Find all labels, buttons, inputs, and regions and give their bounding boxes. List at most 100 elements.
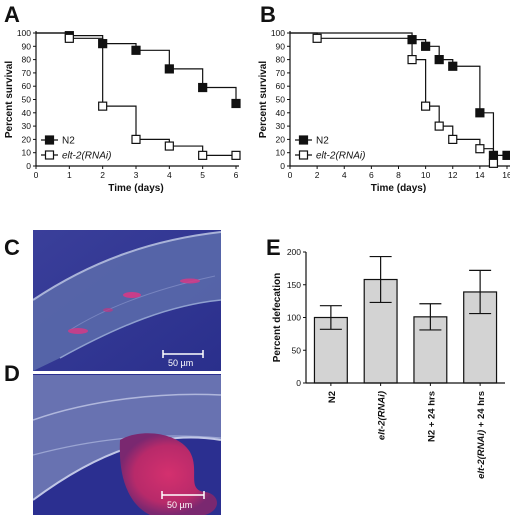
legend-marker	[44, 135, 55, 145]
x-axis-label: Time (days)	[371, 183, 426, 194]
data-point-marker	[502, 150, 510, 160]
defecation-bar-chart: N2 elt-2(RNAi) N2 + 24 hrs elt-2(RNAi) + 24…	[272, 247, 505, 479]
y-tick-label: 0	[26, 161, 31, 171]
x-tick-label: 14	[475, 170, 485, 180]
legend-label: elt-2(RNAi)	[62, 151, 111, 162]
data-point-marker	[164, 64, 174, 74]
data-point-marker	[164, 141, 174, 151]
data-point-marker	[407, 54, 417, 65]
y-tick-label: 150	[287, 280, 301, 290]
y-tick-label: 100	[271, 28, 285, 38]
y-tick-label: 90	[22, 41, 32, 51]
data-point-marker	[131, 134, 141, 144]
x-tick-label: 4	[167, 170, 172, 180]
category-label: N2	[327, 391, 338, 403]
legend-marker	[44, 150, 55, 160]
x-tick-label: 12	[448, 170, 458, 180]
y-tick-label: 30	[22, 121, 32, 131]
y-tick-label: 20	[276, 134, 286, 144]
legend-label: N2	[62, 136, 75, 147]
y-tick-label: 50	[292, 345, 302, 355]
y-tick-label: 0	[296, 378, 301, 388]
survival-chart-b: 0 2 4 6 8 10 12 14 16 0 10 20 30 40 50 60 70 80 90 100 Time …	[258, 28, 510, 194]
panel-label-a: A	[4, 2, 20, 27]
y-tick-label: 50	[276, 95, 286, 105]
scale-bar-label-c: 50 µm	[168, 358, 193, 368]
legend-marker	[298, 135, 309, 145]
legend-marker	[298, 150, 309, 160]
x-tick-label: 0	[288, 170, 293, 180]
y-tick-label: 70	[22, 68, 32, 78]
y-tick-label: 10	[22, 148, 32, 158]
data-point-marker	[434, 54, 444, 65]
data-point-marker	[434, 121, 444, 131]
series-line-n2	[36, 32, 237, 104]
y-tick-label: 50	[22, 95, 32, 105]
data-point-marker	[98, 101, 108, 111]
x-tick-label: 2	[100, 170, 105, 180]
y-tick-label: 70	[276, 68, 286, 78]
category-label: elt-2(RNAi) + 24 hrs	[476, 391, 487, 479]
legend-label: N2	[316, 136, 329, 147]
y-axis-label: Percent survival	[4, 61, 15, 138]
y-tick-label: 40	[22, 108, 32, 118]
y-tick-label: 100	[17, 28, 31, 38]
y-tick-label: 20	[22, 134, 32, 144]
micrograph-c	[33, 230, 221, 371]
y-tick-label: 60	[276, 81, 286, 91]
category-label: elt-2(RNAi)	[377, 391, 388, 440]
x-tick-label: 3	[134, 170, 139, 180]
y-axis-label: Percent defecation	[272, 273, 283, 362]
y-tick-label: 80	[276, 55, 286, 65]
y-tick-label: 100	[287, 313, 301, 323]
data-point-marker	[488, 158, 499, 168]
x-tick-label: 4	[342, 170, 347, 180]
y-tick-label: 60	[22, 81, 32, 91]
data-point-marker	[448, 61, 458, 71]
y-tick-label: 90	[276, 41, 286, 51]
x-tick-label: 5	[200, 170, 205, 180]
y-tick-label: 80	[22, 55, 32, 65]
y-tick-label: 0	[280, 161, 285, 171]
x-tick-label: 2	[315, 170, 320, 180]
data-point-marker	[231, 98, 241, 109]
x-tick-label: 6	[234, 170, 239, 180]
data-point-marker	[475, 108, 485, 118]
data-point-marker	[231, 150, 241, 160]
data-point-marker	[421, 101, 431, 111]
panel-label-b: B	[260, 2, 276, 27]
y-tick-label: 200	[287, 247, 301, 257]
x-tick-label: 8	[396, 170, 401, 180]
y-tick-label: 10	[276, 148, 286, 158]
legend-label: elt-2(RNAi)	[316, 151, 365, 162]
scale-bar-label-d: 50 µm	[167, 500, 192, 510]
x-axis-label: Time (days)	[108, 183, 163, 194]
data-point-marker	[448, 134, 458, 144]
y-tick-label: 40	[276, 108, 286, 118]
micrograph-d	[33, 374, 221, 515]
panel-label-c: C	[4, 235, 20, 260]
data-point-marker	[131, 45, 141, 55]
y-tick-label: 30	[276, 121, 286, 131]
x-tick-label: 16	[502, 170, 510, 180]
x-tick-label: 0	[34, 170, 39, 180]
data-point-marker	[198, 82, 208, 93]
x-tick-label: 1	[67, 170, 72, 180]
category-label-italic: elt-2(RNAi)	[476, 430, 487, 479]
data-point-marker	[421, 41, 431, 51]
scale-bar-d: 50 µm	[161, 491, 205, 510]
category-label: N2 + 24 hrs	[426, 391, 437, 442]
data-point-marker	[64, 33, 74, 43]
data-point-marker	[198, 150, 208, 160]
panel-label-e: E	[266, 235, 281, 260]
category-label-italic: elt-2(RNAi)	[377, 391, 388, 440]
x-tick-label: 6	[369, 170, 374, 180]
panel-label-d: D	[4, 361, 20, 386]
scale-bar-c: 50 µm	[162, 350, 204, 368]
x-tick-label: 10	[421, 170, 431, 180]
data-point-marker	[475, 144, 485, 154]
category-label-rest: + 24 hrs	[476, 391, 487, 430]
data-point-marker	[312, 33, 322, 43]
